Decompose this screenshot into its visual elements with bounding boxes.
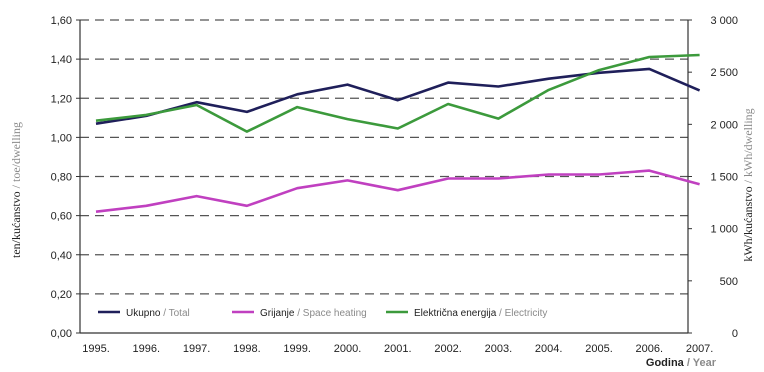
left-tick-labels: 0,00 0,20 0,40 0,60 0,80 1,00 1,20 1,40 1,60 (51, 15, 72, 340)
x-tick-label: 1996. (133, 343, 161, 355)
left-tick-label: 0,00 (51, 328, 72, 340)
x-tick-label: 2007. (686, 343, 714, 355)
x-tick-labels: 1995. 1996. 1997. 1998. 1999. 2000. 2001. 2002.… (82, 343, 713, 355)
x-tick-label: 2000. (334, 343, 362, 355)
right-tick-labels: 0 500 1 000 1 500 2 000 2 500 3 000 (710, 15, 738, 340)
right-tick-label: 3 000 (710, 15, 738, 27)
left-tick-label: 0,80 (51, 172, 72, 184)
right-tick-label: 2 500 (710, 67, 738, 79)
x-tick-label: 2005. (585, 343, 613, 355)
left-tick-label: 0,20 (51, 289, 72, 301)
legend-label: Grijanje / Space heating (260, 308, 367, 319)
legend: Ukupno / Total Grijanje / Space heating El… (98, 308, 547, 319)
axes (76, 19, 692, 334)
right-tick-label: 500 (720, 276, 738, 288)
left-tick-label: 1,20 (51, 93, 72, 105)
x-tick-label: 2006. (636, 343, 664, 355)
x-tick-label: 1995. (82, 343, 110, 355)
grid-lines (80, 19, 688, 295)
legend-label: Električna energija / Electricity (414, 308, 547, 319)
series-line-1 (95, 169, 700, 213)
right-tick-label: 0 (732, 328, 738, 340)
x-tick-label: 2001. (384, 343, 412, 355)
x-tick-label: 2004. (535, 343, 563, 355)
x-tick-label: 2002. (434, 343, 462, 355)
series-line-0 (95, 67, 701, 125)
series-lines (95, 53, 701, 213)
left-axis-label: ten/kućanstvo / toe/dwelling (9, 122, 23, 258)
right-tick-label: 1 500 (710, 172, 738, 184)
left-tick-label: 0,40 (51, 250, 72, 262)
right-axis-label: kWh/kućanstvo / kWh/dwelling (741, 108, 755, 261)
x-tick-label: 1999. (283, 343, 311, 355)
left-tick-label: 1,60 (51, 15, 72, 27)
right-tick-label: 2 000 (710, 119, 738, 131)
left-tick-label: 0,60 (51, 211, 72, 223)
series-line-2 (95, 53, 700, 133)
x-tick-label: 1998. (233, 343, 261, 355)
left-tick-label: 1,40 (51, 54, 72, 66)
x-axis-title: Godina / Year (646, 357, 717, 369)
left-tick-label: 1,00 (51, 132, 72, 144)
x-tick-label: 2003. (485, 343, 513, 355)
legend-label: Ukupno / Total (126, 308, 190, 319)
x-tick-label: 1997. (183, 343, 211, 355)
right-tick-label: 1 000 (710, 224, 738, 236)
